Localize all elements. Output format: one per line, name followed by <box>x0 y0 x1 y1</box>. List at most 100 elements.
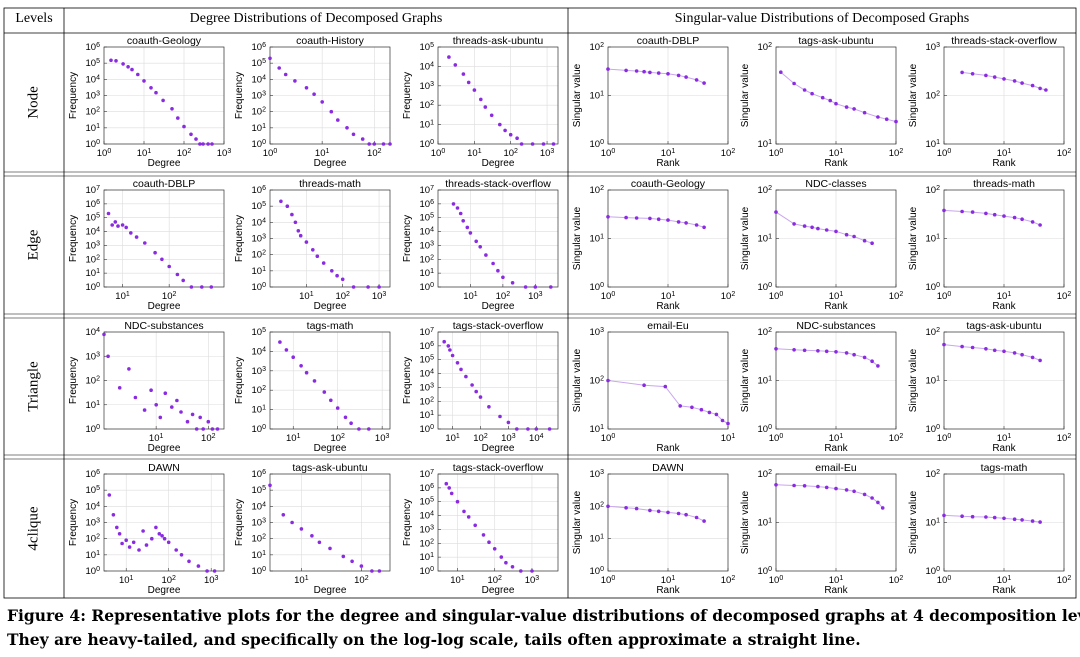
figure-frame <box>3 7 1077 599</box>
data-point <box>206 419 211 424</box>
data-point <box>852 489 856 494</box>
x-axis-label: Rank <box>992 301 1016 312</box>
y-tick-label: 100 <box>758 282 773 294</box>
data-point <box>163 391 168 396</box>
x-tick-label: 101 <box>137 148 152 160</box>
y-tick-label: 104 <box>252 74 267 86</box>
y-tick-label: 103 <box>86 517 101 529</box>
y-tick-label: 102 <box>758 469 773 481</box>
y-tick-label: 104 <box>252 501 267 513</box>
x-tick-label: 101 <box>450 575 465 587</box>
x-axis-label: Degree <box>314 443 347 454</box>
data-point <box>663 384 668 389</box>
data-point <box>299 527 304 531</box>
data-point <box>478 395 483 399</box>
y-tick-label: 105 <box>252 201 267 213</box>
y-tick-label: 100 <box>420 424 435 436</box>
y-tick-label: 107 <box>420 185 435 197</box>
data-point <box>707 410 712 415</box>
y-tick-label: 100 <box>420 139 435 151</box>
y-tick-label: 101 <box>86 549 101 561</box>
y-axis-label: Frequency <box>402 499 413 546</box>
data-point <box>834 486 838 491</box>
data-point <box>196 564 201 568</box>
data-point <box>816 484 820 489</box>
data-point <box>160 534 164 538</box>
data-point <box>648 70 652 75</box>
panel-1-3: coauth-Geology 100 101 102 100 101 102 Rank Sing… <box>572 178 735 312</box>
panel-title: email-Eu <box>815 462 857 474</box>
y-tick-label: 101 <box>758 375 773 387</box>
data-point <box>285 204 290 208</box>
y-tick-label: 100 <box>252 139 267 151</box>
x-tick-label: 102 <box>889 291 904 303</box>
x-tick-label: 101 <box>661 148 676 160</box>
data-point <box>176 116 180 120</box>
singular-value-section-header: Singular-value Distributions of Decompos… <box>675 11 969 26</box>
data-point <box>126 65 130 69</box>
y-tick-label: 105 <box>420 212 435 224</box>
data-point <box>533 285 538 289</box>
y-tick-label: 103 <box>86 240 101 252</box>
y-tick-label: 100 <box>590 139 605 151</box>
y-tick-label: 100 <box>590 282 605 294</box>
series-line <box>780 71 897 123</box>
data-point <box>170 405 174 409</box>
data-point <box>656 217 661 221</box>
y-tick-label: 103 <box>252 517 267 529</box>
x-tick-label: 102 <box>1057 291 1072 303</box>
data-point <box>474 239 479 244</box>
data-point <box>210 427 215 431</box>
data-point <box>166 540 171 545</box>
x-tick-label: 102 <box>889 575 904 587</box>
data-point <box>503 128 507 133</box>
x-tick-label: 101 <box>997 433 1012 445</box>
caption-line-1: Figure 4: Representative plots for the d… <box>7 606 1080 625</box>
series-line <box>943 514 1041 523</box>
data-point <box>824 228 829 232</box>
data-point <box>992 348 997 353</box>
data-point <box>370 569 374 573</box>
data-point <box>149 86 153 90</box>
panel-1-2: threads-stack-overflow 101 102 103 100 101 102… <box>402 178 559 312</box>
data-point <box>336 118 340 122</box>
data-point <box>317 540 322 545</box>
y-axis-label: Frequency <box>402 72 413 119</box>
panel-0-1: coauth-History 100 101 102 100 101 102 103 104 10… <box>234 35 392 169</box>
y-tick-label: 100 <box>252 566 267 578</box>
data-point <box>113 220 118 224</box>
data-point <box>296 229 301 233</box>
data-point <box>205 569 209 573</box>
y-tick-label: 102 <box>420 254 435 266</box>
data-point <box>329 109 334 114</box>
data-point <box>447 486 452 490</box>
data-point <box>209 285 214 289</box>
y-axis-label: Singular value <box>908 490 919 554</box>
data-point <box>960 209 964 214</box>
data-point <box>157 532 162 536</box>
data-point <box>496 268 500 273</box>
data-point <box>345 126 349 130</box>
data-point <box>984 347 988 351</box>
data-point <box>124 538 128 542</box>
x-tick-label: 102 <box>889 433 904 445</box>
data-point <box>1012 517 1017 521</box>
panel-title: tags-ask-ubuntu <box>798 35 873 47</box>
data-point <box>189 132 193 137</box>
data-point <box>215 427 220 431</box>
y-tick-label: 103 <box>252 90 267 102</box>
data-point <box>117 532 122 536</box>
data-point <box>473 523 478 528</box>
y-tick-label: 102 <box>86 533 101 545</box>
y-tick-label: 102 <box>86 254 101 266</box>
panel-3-1: tags-ask-ubuntu 101 102 100 101 102 103 104 105 1… <box>234 462 391 596</box>
data-point <box>357 427 361 431</box>
panel-1-1: threads-math 101 102 103 100 101 102 103 104 105 1… <box>234 178 391 312</box>
data-point <box>726 421 730 426</box>
data-point <box>960 514 964 518</box>
data-point <box>499 555 504 559</box>
outer-border <box>3 7 1077 599</box>
